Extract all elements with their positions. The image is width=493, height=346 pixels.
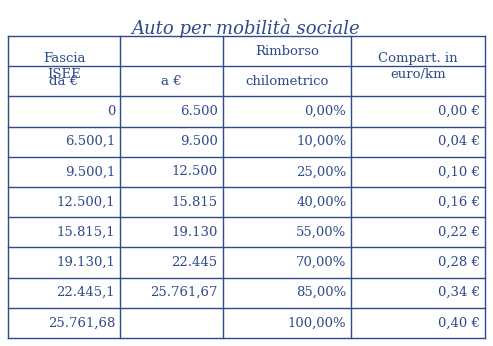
Text: 0,10 €: 0,10 € — [438, 165, 480, 179]
Text: 40,00%: 40,00% — [296, 195, 347, 209]
Text: Compart. in
euro/km: Compart. in euro/km — [379, 52, 458, 81]
Text: 70,00%: 70,00% — [296, 256, 347, 269]
Text: 0: 0 — [106, 105, 115, 118]
Text: 0,28 €: 0,28 € — [438, 256, 480, 269]
Text: 6.500: 6.500 — [180, 105, 217, 118]
Text: 9.500,1: 9.500,1 — [65, 165, 115, 179]
Text: 9.500: 9.500 — [180, 135, 217, 148]
Text: 0,22 €: 0,22 € — [438, 226, 480, 239]
Text: 0,40 €: 0,40 € — [438, 316, 480, 329]
Text: 55,00%: 55,00% — [296, 226, 347, 239]
Text: 6.500,1: 6.500,1 — [65, 135, 115, 148]
Text: 25,00%: 25,00% — [296, 165, 347, 179]
Text: 0,16 €: 0,16 € — [438, 195, 480, 209]
Text: 0,34 €: 0,34 € — [438, 286, 480, 299]
Text: 25.761,67: 25.761,67 — [150, 286, 217, 299]
Text: a €: a € — [161, 75, 182, 88]
Text: 12.500: 12.500 — [172, 165, 217, 179]
Text: chilometrico: chilometrico — [246, 75, 329, 88]
Text: 10,00%: 10,00% — [296, 135, 347, 148]
Text: 12.500,1: 12.500,1 — [57, 195, 115, 209]
Text: 0,00%: 0,00% — [305, 105, 347, 118]
Text: Rimborso: Rimborso — [255, 45, 319, 57]
Text: 15.815: 15.815 — [172, 195, 217, 209]
Text: 0,04 €: 0,04 € — [438, 135, 480, 148]
Text: Fascia
ISEE: Fascia ISEE — [43, 52, 85, 81]
Text: 22.445: 22.445 — [172, 256, 217, 269]
Text: 19.130: 19.130 — [171, 226, 217, 239]
Text: Auto per mobilità sociale: Auto per mobilità sociale — [132, 18, 360, 37]
Text: 19.130,1: 19.130,1 — [56, 256, 115, 269]
Text: 15.815,1: 15.815,1 — [57, 226, 115, 239]
Text: 100,00%: 100,00% — [288, 316, 347, 329]
Text: 22.445,1: 22.445,1 — [57, 286, 115, 299]
Text: 0,00 €: 0,00 € — [438, 105, 480, 118]
Text: 25.761,68: 25.761,68 — [48, 316, 115, 329]
Text: 85,00%: 85,00% — [296, 286, 347, 299]
Text: da €: da € — [49, 75, 79, 88]
